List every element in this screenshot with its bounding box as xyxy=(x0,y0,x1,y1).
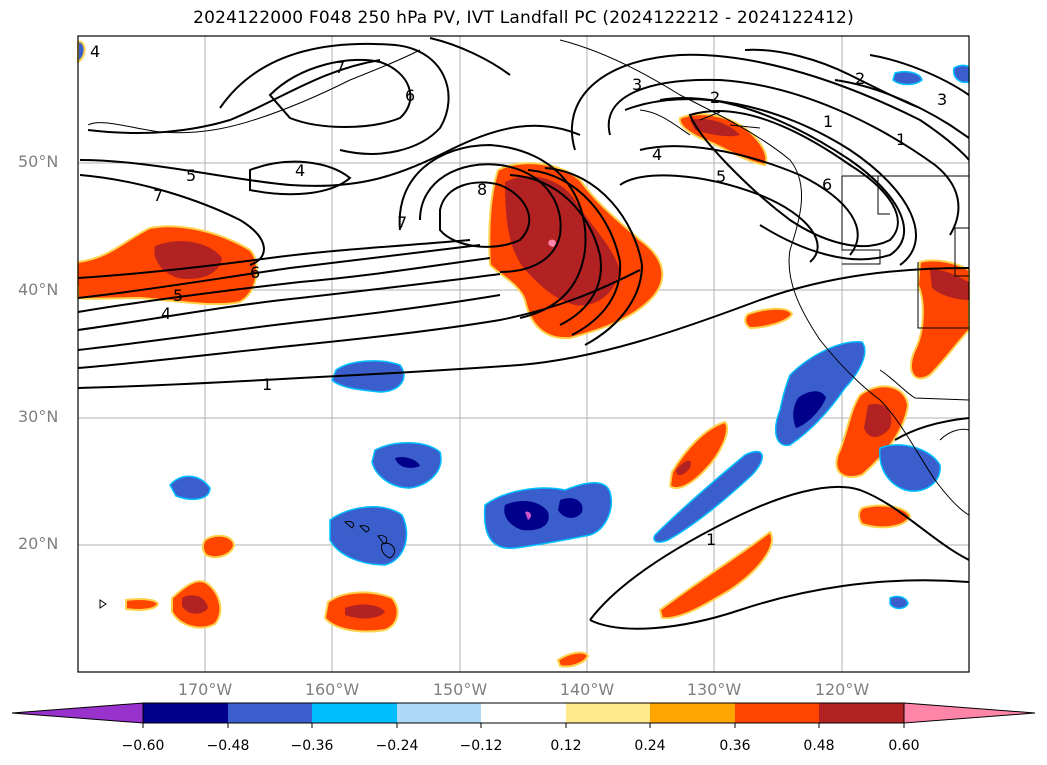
contour-label: 4 xyxy=(295,161,305,180)
contour-label: 2 xyxy=(855,69,865,88)
contour-label: 4 xyxy=(652,145,662,164)
contour-label: 1 xyxy=(896,130,906,149)
lon-label: 140°W xyxy=(559,680,615,699)
colorbar-bin xyxy=(735,703,819,723)
positive-shading xyxy=(77,40,970,668)
colorbar-bin xyxy=(312,703,397,723)
colorbar-tick: 0.48 xyxy=(803,738,835,754)
lon-label: 150°W xyxy=(432,680,488,699)
colorbar-tick: −0.60 xyxy=(121,738,165,754)
contour-label: 2 xyxy=(710,88,720,107)
lat-label: 50°N xyxy=(18,152,59,171)
contour-label: 1 xyxy=(823,112,833,131)
pv-contours xyxy=(77,37,970,630)
contour-label: 7 xyxy=(397,213,407,232)
colorbar-bin xyxy=(228,703,312,723)
contour-label: 6 xyxy=(822,175,832,194)
contour-label: 5 xyxy=(173,286,183,305)
negative-shading xyxy=(169,64,970,610)
lat-label: 30°N xyxy=(18,407,59,426)
colorbar-bin xyxy=(819,703,904,723)
colorbar-tick: −0.48 xyxy=(206,738,250,754)
map-frame xyxy=(77,35,970,673)
contour-label: 4 xyxy=(161,304,171,323)
colorbar-tick: 0.24 xyxy=(634,738,666,754)
lat-label: 20°N xyxy=(18,534,59,553)
colorbar-extend-low xyxy=(11,702,144,724)
colorbar-bin xyxy=(566,703,650,723)
colorbar-extend-high xyxy=(903,702,1036,724)
colorbar-tick: −0.36 xyxy=(290,738,334,754)
colorbar-frame xyxy=(142,702,905,724)
contour-label: 5 xyxy=(186,166,196,185)
contour-label: 8 xyxy=(477,180,487,199)
contour-label: 7 xyxy=(335,58,345,77)
colorbar-bin xyxy=(397,703,481,723)
contour-label: 1 xyxy=(262,375,272,394)
contour-label: 3 xyxy=(937,90,947,109)
coastlines xyxy=(87,39,970,609)
contour-label: 7 xyxy=(153,186,163,205)
map-title: 2024122000 F048 250 hPa PV, IVT Landfall… xyxy=(193,8,854,28)
map-canvas: 4 7 6 3 2 1 1 2 3 5 4 7 8 7 4 5 6 6 5 4 … xyxy=(77,35,970,673)
contour-label: 3 xyxy=(632,75,642,94)
colorbar-bin xyxy=(143,703,228,723)
colorbar-bin xyxy=(650,703,735,723)
colorbar-tick: −0.12 xyxy=(459,738,503,754)
contour-label: 6 xyxy=(250,263,260,282)
lon-label: 170°W xyxy=(177,680,233,699)
lon-label: 120°W xyxy=(814,680,870,699)
colorbar-tick: 0.12 xyxy=(550,738,582,754)
contour-label: 1 xyxy=(706,530,716,549)
colorbar-bin xyxy=(481,703,566,723)
lon-label: 130°W xyxy=(686,680,742,699)
colorbar-tick: 0.60 xyxy=(888,738,920,754)
colorbar-tick: 0.36 xyxy=(719,738,751,754)
lat-label: 40°N xyxy=(18,280,59,299)
contour-labels: 4 7 6 3 2 1 1 2 3 5 4 7 8 7 4 5 6 6 5 4 … xyxy=(90,42,947,549)
colorbar xyxy=(11,702,1036,728)
lon-label: 160°W xyxy=(304,680,360,699)
contour-label: 5 xyxy=(716,167,726,186)
contour-label: 4 xyxy=(90,42,100,61)
colorbar-tick: −0.24 xyxy=(375,738,419,754)
contour-label: 6 xyxy=(405,86,415,105)
